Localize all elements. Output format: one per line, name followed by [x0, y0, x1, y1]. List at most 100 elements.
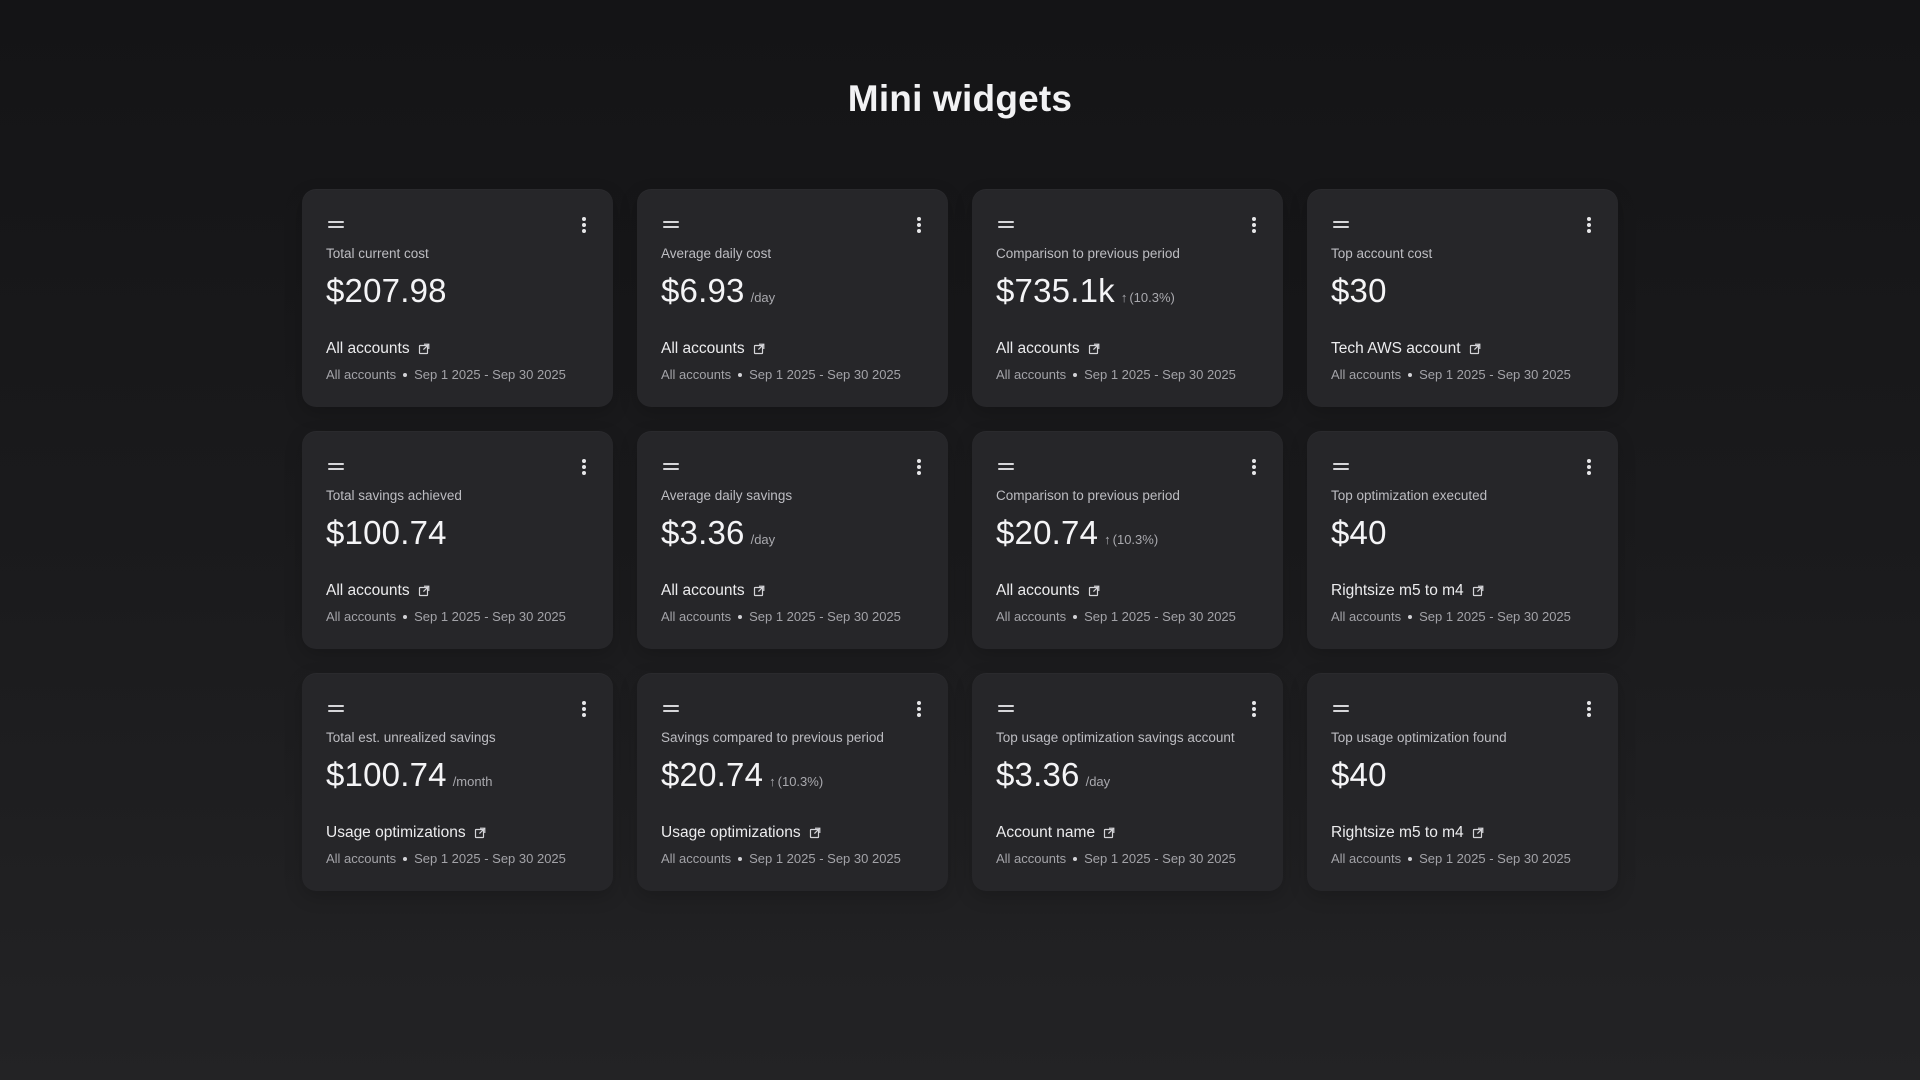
widget-link-label: Tech AWS account — [1331, 340, 1461, 357]
bullet-separator — [403, 856, 408, 861]
widget-value-row: $207.98 — [326, 272, 447, 310]
more-vertical-icon — [1252, 459, 1256, 463]
more-vertical-icon — [1252, 701, 1256, 705]
more-vertical-icon — [1252, 217, 1256, 221]
bullet-separator — [1073, 614, 1078, 619]
widget-link-label: Rightsize m5 to m4 — [1331, 582, 1464, 599]
more-vertical-icon-dot — [1252, 713, 1256, 717]
more-options-button[interactable] — [1584, 457, 1594, 477]
widget-meta-scope: All accounts — [326, 609, 397, 624]
widget-link[interactable]: Account name — [996, 824, 1115, 842]
more-vertical-icon — [917, 217, 921, 221]
widget-card-2: Average daily cost $6.93 /day All accoun… — [637, 189, 948, 407]
drag-handle-icon[interactable] — [328, 463, 344, 473]
drag-handle-icon[interactable] — [663, 221, 679, 231]
more-vertical-icon-dot — [1587, 229, 1591, 233]
drag-handle-icon[interactable] — [663, 705, 679, 715]
widget-card-1: Total current cost $207.98 All accounts … — [302, 189, 613, 407]
drag-handle-icon[interactable] — [663, 463, 679, 473]
drag-handle-icon[interactable] — [1333, 463, 1349, 473]
widget-link[interactable]: Usage optimizations — [326, 824, 486, 842]
widget-meta-scope: All accounts — [326, 851, 397, 866]
widget-value: $3.36 — [661, 514, 745, 551]
widget-card-8: Top optimization executed $40 Rightsize … — [1307, 431, 1618, 649]
more-vertical-icon-dot — [917, 229, 921, 233]
more-options-button[interactable] — [1249, 457, 1259, 477]
widget-meta-range: Sep 1 2025 - Sep 30 2025 — [749, 367, 901, 382]
widget-unit: /day — [750, 532, 776, 547]
more-options-button[interactable] — [1249, 699, 1259, 719]
widget-label: Average daily savings — [661, 488, 793, 503]
more-options-button[interactable] — [914, 457, 924, 477]
drag-handle-icon[interactable] — [328, 221, 344, 231]
widget-unit: /day — [1085, 774, 1111, 789]
more-options-button[interactable] — [579, 215, 589, 235]
widget-link[interactable]: Rightsize m5 to m4 — [1331, 824, 1484, 842]
widget-card-3: Comparison to previous period $735.1k ↑ … — [972, 189, 1283, 407]
widget-meta: All accounts Sep 1 2025 - Sep 30 2025 — [326, 609, 566, 624]
widget-value: $100.74 — [326, 514, 447, 551]
more-options-button[interactable] — [579, 699, 589, 719]
more-options-button[interactable] — [914, 215, 924, 235]
more-vertical-icon-dot — [1252, 707, 1256, 711]
more-vertical-icon — [582, 459, 586, 463]
bullet-separator — [403, 614, 408, 619]
widget-link-label: Account name — [996, 824, 1096, 841]
bullet-separator — [1408, 372, 1413, 377]
widget-link-label: Rightsize m5 to m4 — [1331, 824, 1464, 841]
widget-card-9: Total est. unrealized savings $100.74 /m… — [302, 673, 613, 891]
more-options-button[interactable] — [579, 457, 589, 477]
widget-link[interactable]: Tech AWS account — [1331, 340, 1481, 358]
widget-delta: ↑ (10.3%) — [1104, 532, 1158, 547]
widget-value-row: $735.1k ↑ (10.3%) — [996, 272, 1175, 310]
widget-unit: /month — [452, 774, 493, 789]
widget-link[interactable]: All accounts — [326, 582, 430, 600]
widget-value: $40 — [1331, 514, 1387, 551]
more-vertical-icon-dot — [1587, 465, 1591, 469]
widget-meta: All accounts Sep 1 2025 - Sep 30 2025 — [996, 367, 1236, 382]
widget-value: $3.36 — [996, 756, 1080, 793]
more-options-button[interactable] — [914, 699, 924, 719]
widget-meta-range: Sep 1 2025 - Sep 30 2025 — [1084, 367, 1236, 382]
drag-handle-icon[interactable] — [998, 463, 1014, 473]
external-link-icon — [1472, 827, 1484, 839]
widget-unit: /day — [750, 290, 776, 305]
widget-label: Total est. unrealized savings — [326, 730, 496, 745]
more-options-button[interactable] — [1584, 215, 1594, 235]
widget-value-row: $3.36 /day — [996, 756, 1110, 794]
more-vertical-icon — [1587, 701, 1591, 705]
more-vertical-icon-dot — [917, 713, 921, 717]
widget-card-11: Top usage optimization savings account $… — [972, 673, 1283, 891]
widget-meta: All accounts Sep 1 2025 - Sep 30 2025 — [661, 851, 901, 866]
widget-value-row: $30 — [1331, 272, 1387, 310]
external-link-icon — [809, 827, 821, 839]
widget-value-row: $40 — [1331, 514, 1387, 552]
widget-link[interactable]: All accounts — [996, 340, 1100, 358]
widget-link-label: All accounts — [326, 340, 410, 357]
drag-handle-icon[interactable] — [1333, 221, 1349, 231]
widget-card-10: Savings compared to previous period $20.… — [637, 673, 948, 891]
widget-link[interactable]: Usage optimizations — [661, 824, 821, 842]
widget-link[interactable]: All accounts — [996, 582, 1100, 600]
widget-meta-scope: All accounts — [661, 851, 732, 866]
external-link-icon — [474, 827, 486, 839]
arrow-up-icon: ↑ — [769, 774, 776, 789]
widget-meta-range: Sep 1 2025 - Sep 30 2025 — [1084, 851, 1236, 866]
widget-meta: All accounts Sep 1 2025 - Sep 30 2025 — [326, 851, 566, 866]
more-vertical-icon — [1587, 217, 1591, 221]
more-vertical-icon-dot — [917, 465, 921, 469]
drag-handle-icon[interactable] — [998, 705, 1014, 715]
drag-handle-icon[interactable] — [1333, 705, 1349, 715]
more-vertical-icon-dot — [917, 471, 921, 475]
widget-link[interactable]: All accounts — [661, 340, 765, 358]
drag-handle-icon[interactable] — [998, 221, 1014, 231]
widget-link[interactable]: All accounts — [661, 582, 765, 600]
drag-handle-icon[interactable] — [328, 705, 344, 715]
widget-link[interactable]: All accounts — [326, 340, 430, 358]
widget-delta: ↑ (10.3%) — [769, 774, 823, 789]
widget-link[interactable]: Rightsize m5 to m4 — [1331, 582, 1484, 600]
widget-label: Savings compared to previous period — [661, 730, 884, 745]
external-link-icon — [1103, 827, 1115, 839]
more-options-button[interactable] — [1584, 699, 1594, 719]
more-options-button[interactable] — [1249, 215, 1259, 235]
